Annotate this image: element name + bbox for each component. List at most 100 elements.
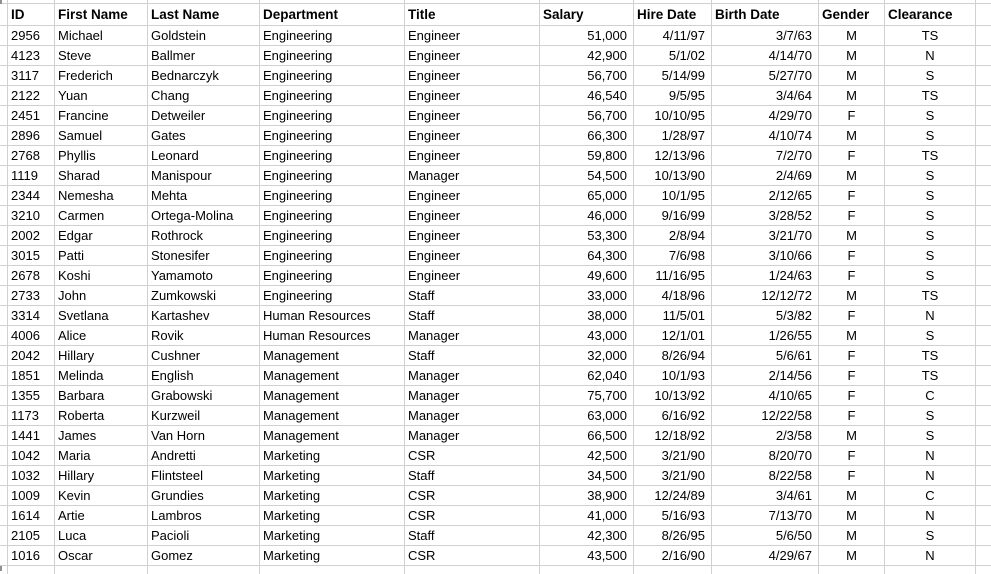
cell-birth_date[interactable]: 3/4/64: [712, 86, 819, 105]
cell-first_name[interactable]: Sharad: [55, 166, 148, 185]
cell-title[interactable]: Staff: [405, 346, 540, 365]
cell-title[interactable]: Engineer: [405, 246, 540, 265]
cell-department[interactable]: Engineering: [260, 126, 405, 145]
cell-title[interactable]: CSR: [405, 546, 540, 565]
bottom-empty-cell[interactable]: [712, 566, 819, 574]
bottom-partial-cell-left[interactable]: [0, 566, 8, 574]
row-partial-cell-left[interactable]: [0, 226, 8, 245]
cell-id[interactable]: 3314: [8, 306, 55, 325]
cell-first_name[interactable]: Oscar: [55, 546, 148, 565]
cell-salary[interactable]: 49,600: [540, 266, 634, 285]
cell-gender[interactable]: F: [819, 146, 885, 165]
top-empty-cell[interactable]: [712, 0, 819, 3]
row-partial-cell-left[interactable]: [0, 466, 8, 485]
cell-birth_date[interactable]: 2/3/58: [712, 426, 819, 445]
cell-salary[interactable]: 33,000: [540, 286, 634, 305]
cell-last_name[interactable]: Van Horn: [148, 426, 260, 445]
cell-clearance[interactable]: S: [885, 126, 976, 145]
cell-title[interactable]: Engineer: [405, 226, 540, 245]
cell-id[interactable]: 1355: [8, 386, 55, 405]
cell-hire_date[interactable]: 3/21/90: [634, 446, 712, 465]
row-partial-cell-right[interactable]: [976, 106, 991, 125]
cell-hire_date[interactable]: 9/16/99: [634, 206, 712, 225]
cell-title[interactable]: Engineer: [405, 46, 540, 65]
cell-birth_date[interactable]: 12/22/58: [712, 406, 819, 425]
top-empty-cell[interactable]: [55, 0, 148, 3]
row-partial-cell-left[interactable]: [0, 146, 8, 165]
cell-title[interactable]: CSR: [405, 486, 540, 505]
row-partial-cell-right[interactable]: [976, 426, 991, 445]
cell-last_name[interactable]: Pacioli: [148, 526, 260, 545]
cell-id[interactable]: 1173: [8, 406, 55, 425]
cell-birth_date[interactable]: 7/2/70: [712, 146, 819, 165]
cell-gender[interactable]: F: [819, 386, 885, 405]
cell-clearance[interactable]: TS: [885, 366, 976, 385]
cell-salary[interactable]: 54,500: [540, 166, 634, 185]
column-header-salary[interactable]: Salary: [540, 4, 634, 25]
cell-clearance[interactable]: C: [885, 386, 976, 405]
cell-clearance[interactable]: N: [885, 466, 976, 485]
cell-salary[interactable]: 42,300: [540, 526, 634, 545]
cell-gender[interactable]: M: [819, 126, 885, 145]
cell-salary[interactable]: 53,300: [540, 226, 634, 245]
cell-birth_date[interactable]: 1/24/63: [712, 266, 819, 285]
row-partial-cell-left[interactable]: [0, 366, 8, 385]
cell-last_name[interactable]: Grabowski: [148, 386, 260, 405]
cell-clearance[interactable]: N: [885, 46, 976, 65]
cell-last_name[interactable]: Ortega-Molina: [148, 206, 260, 225]
cell-salary[interactable]: 66,300: [540, 126, 634, 145]
cell-hire_date[interactable]: 10/13/90: [634, 166, 712, 185]
cell-title[interactable]: Engineer: [405, 26, 540, 45]
cell-gender[interactable]: M: [819, 546, 885, 565]
bottom-empty-cell[interactable]: [148, 566, 260, 574]
cell-id[interactable]: 1016: [8, 546, 55, 565]
cell-birth_date[interactable]: 2/12/65: [712, 186, 819, 205]
cell-id[interactable]: 1042: [8, 446, 55, 465]
cell-birth_date[interactable]: 2/14/56: [712, 366, 819, 385]
cell-hire_date[interactable]: 8/26/95: [634, 526, 712, 545]
cell-gender[interactable]: M: [819, 66, 885, 85]
row-partial-cell-right[interactable]: [976, 286, 991, 305]
cell-last_name[interactable]: Andretti: [148, 446, 260, 465]
column-header-gender[interactable]: Gender: [819, 4, 885, 25]
cell-first_name[interactable]: James: [55, 426, 148, 445]
cell-id[interactable]: 3015: [8, 246, 55, 265]
cell-birth_date[interactable]: 4/29/70: [712, 106, 819, 125]
cell-id[interactable]: 2768: [8, 146, 55, 165]
cell-id[interactable]: 2733: [8, 286, 55, 305]
cell-gender[interactable]: F: [819, 366, 885, 385]
cell-salary[interactable]: 42,500: [540, 446, 634, 465]
cell-last_name[interactable]: English: [148, 366, 260, 385]
bottom-empty-cell[interactable]: [819, 566, 885, 574]
cell-birth_date[interactable]: 3/10/66: [712, 246, 819, 265]
cell-last_name[interactable]: Manispour: [148, 166, 260, 185]
row-partial-cell-left[interactable]: [0, 426, 8, 445]
top-empty-cell[interactable]: [148, 0, 260, 3]
cell-department[interactable]: Engineering: [260, 186, 405, 205]
cell-hire_date[interactable]: 11/5/01: [634, 306, 712, 325]
cell-salary[interactable]: 63,000: [540, 406, 634, 425]
cell-title[interactable]: Staff: [405, 286, 540, 305]
cell-hire_date[interactable]: 8/26/94: [634, 346, 712, 365]
cell-last_name[interactable]: Yamamoto: [148, 266, 260, 285]
cell-id[interactable]: 1009: [8, 486, 55, 505]
cell-id[interactable]: 2896: [8, 126, 55, 145]
cell-department[interactable]: Engineering: [260, 266, 405, 285]
row-partial-cell-right[interactable]: [976, 46, 991, 65]
cell-hire_date[interactable]: 10/13/92: [634, 386, 712, 405]
cell-first_name[interactable]: Francine: [55, 106, 148, 125]
cell-birth_date[interactable]: 3/21/70: [712, 226, 819, 245]
cell-first_name[interactable]: Steve: [55, 46, 148, 65]
cell-id[interactable]: 2451: [8, 106, 55, 125]
column-header-department[interactable]: Department: [260, 4, 405, 25]
cell-birth_date[interactable]: 4/14/70: [712, 46, 819, 65]
cell-title[interactable]: Engineer: [405, 266, 540, 285]
cell-clearance[interactable]: S: [885, 106, 976, 125]
cell-department[interactable]: Management: [260, 426, 405, 445]
column-header-last_name[interactable]: Last Name: [148, 4, 260, 25]
cell-id[interactable]: 2344: [8, 186, 55, 205]
cell-clearance[interactable]: N: [885, 546, 976, 565]
cell-clearance[interactable]: TS: [885, 146, 976, 165]
cell-department[interactable]: Human Resources: [260, 326, 405, 345]
cell-salary[interactable]: 56,700: [540, 106, 634, 125]
